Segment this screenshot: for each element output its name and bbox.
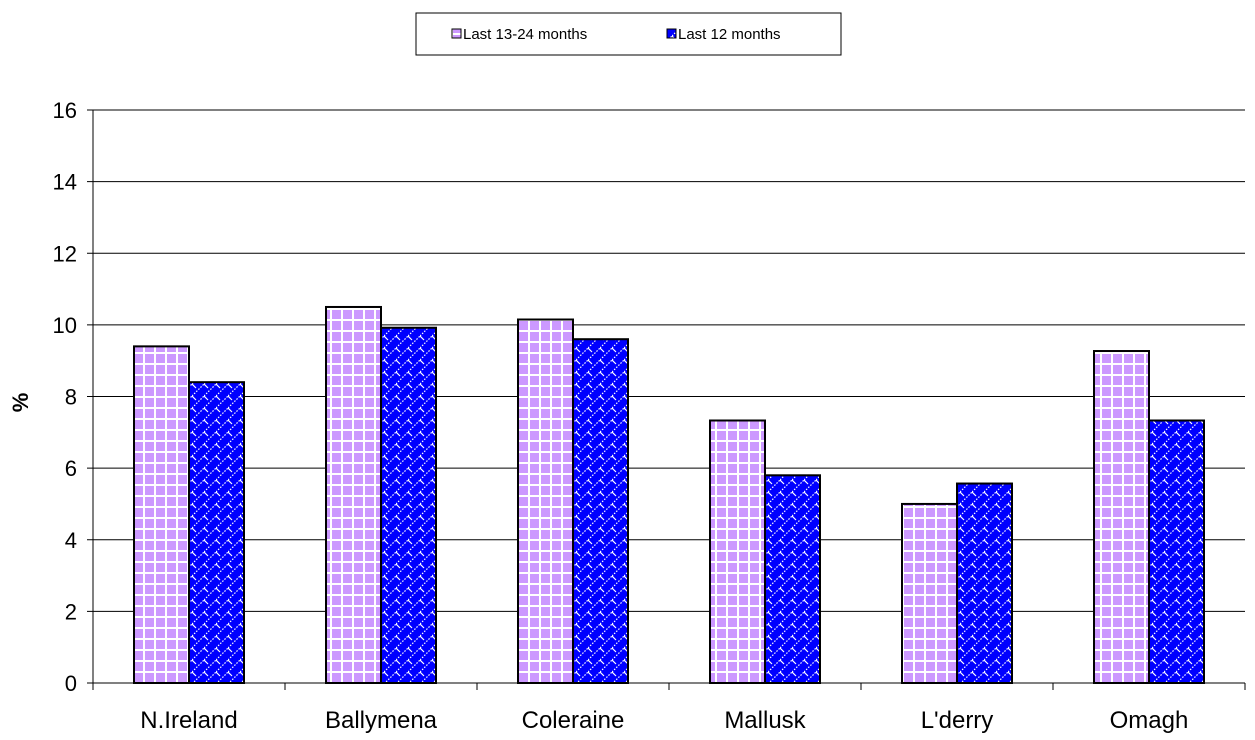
x-tick-labels: N.Ireland Ballymena Coleraine Mallusk L'derr… <box>140 707 1188 734</box>
bar-ballymena-last-12-months <box>380 326 437 684</box>
bar-mallusk-last-12-months <box>764 474 821 684</box>
y-tick-label-2: 2 <box>65 599 77 624</box>
bar-ballymena-last-13-24-months <box>325 305 382 684</box>
axes <box>87 109 1246 690</box>
legend-swatch-last-13-24-months <box>451 28 462 39</box>
gridlines <box>93 109 1245 612</box>
bar-l-derry-last-13-24-months <box>901 502 958 684</box>
bar-omagh-last-12-months <box>1148 419 1205 684</box>
y-tick-label-12: 12 <box>53 241 77 266</box>
y-tick-label-6: 6 <box>65 456 77 481</box>
y-tick-labels: 0 2 4 6 8 10 12 14 16 <box>53 98 77 696</box>
y-tick-label-14: 14 <box>53 170 77 195</box>
legend: Last 13-24 months Last 12 months <box>415 12 842 56</box>
x-tick-label-coleraine: Coleraine <box>522 707 625 734</box>
bars <box>133 305 1205 685</box>
x-tick-label-n-ireland: N.Ireland <box>140 707 237 734</box>
x-tick-label-l-derry: L'derry <box>921 707 994 734</box>
x-tick-label-ballymena: Ballymena <box>325 707 438 734</box>
y-tick-label-4: 4 <box>65 528 77 553</box>
legend-swatch-last-12-months <box>666 28 677 39</box>
legend-label-last-12-months: Last 12 months <box>678 26 781 43</box>
y-tick-label-16: 16 <box>53 98 77 123</box>
legend-box <box>415 12 842 56</box>
bar-coleraine-last-12-months <box>572 338 629 684</box>
bar-mallusk-last-13-24-months <box>709 419 766 684</box>
bar-n-ireland-last-12-months <box>188 381 245 684</box>
bar-l-derry-last-12-months <box>956 482 1013 685</box>
bar-n-ireland-last-13-24-months <box>133 345 190 684</box>
x-tick-label-mallusk: Mallusk <box>724 707 806 734</box>
y-tick-label-10: 10 <box>53 313 77 338</box>
bar-omagh-last-13-24-months <box>1093 350 1150 684</box>
legend-label-last-13-24-months: Last 13-24 months <box>463 26 587 43</box>
bar-coleraine-last-13-24-months <box>517 318 574 684</box>
y-axis-label: % <box>8 393 33 413</box>
y-tick-label-8: 8 <box>65 385 77 410</box>
x-tick-label-omagh: Omagh <box>1110 707 1189 734</box>
y-tick-label-0: 0 <box>65 671 77 696</box>
